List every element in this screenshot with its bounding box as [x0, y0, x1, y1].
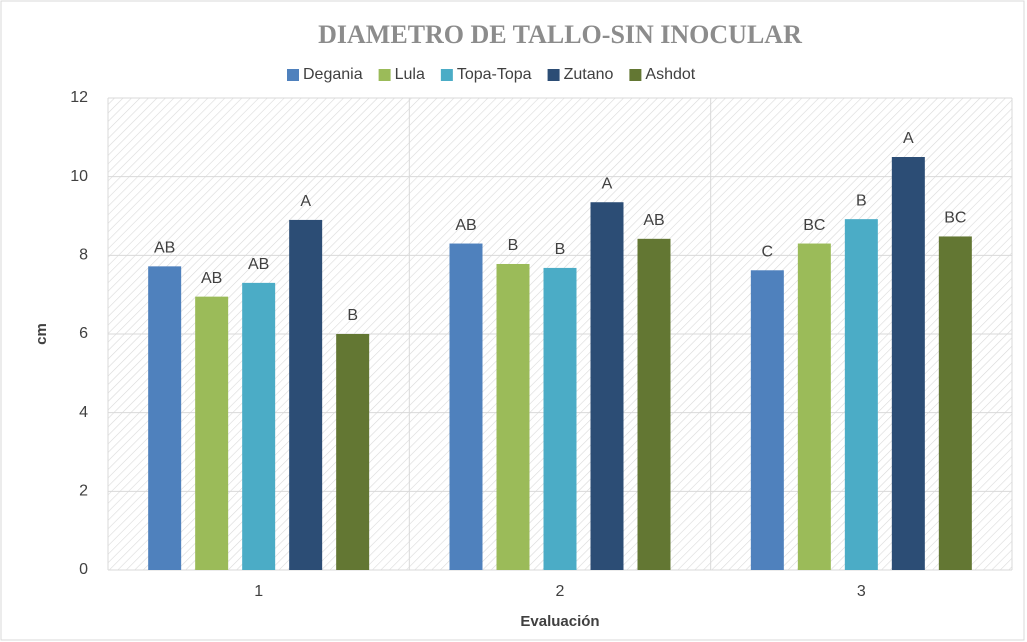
bar: [148, 266, 182, 570]
bar: [242, 282, 276, 570]
bar-letter: A: [903, 130, 914, 147]
bar: [496, 263, 530, 570]
chart-title: DIAMETRO DE TALLO-SIN INOCULAR: [318, 20, 802, 49]
bar-letter: BC: [803, 217, 825, 234]
y-tick-label: 10: [70, 168, 88, 185]
legend-swatch: [547, 69, 560, 81]
bar: [750, 270, 784, 570]
bar-letter: B: [347, 307, 358, 324]
x-tick-label: 2: [556, 583, 565, 600]
bar-letter: AB: [201, 270, 222, 287]
y-tick-label: 2: [79, 483, 88, 500]
bar: [336, 334, 370, 570]
bar: [938, 236, 972, 570]
bar-letter: B: [555, 241, 566, 258]
bar-letter: AB: [455, 217, 476, 234]
y-tick-label: 12: [70, 89, 88, 106]
bar-letter: A: [602, 175, 613, 192]
x-tick-label: 3: [857, 583, 866, 600]
bar-letter: A: [300, 193, 311, 210]
bar-letter: BC: [944, 210, 966, 227]
legend-label: Ashdot: [645, 66, 695, 83]
x-tick-label: 1: [254, 583, 263, 600]
bar: [637, 238, 671, 570]
bar-letter: AB: [154, 240, 175, 257]
bar: [543, 267, 577, 570]
bar-letter: B: [856, 192, 867, 209]
legend-swatch: [629, 69, 642, 81]
legend-label: Lula: [395, 66, 425, 83]
y-tick-label: 8: [79, 247, 88, 264]
x-axis-title: Evaluación: [520, 613, 599, 630]
bar-letter: AB: [248, 256, 269, 273]
bar: [449, 243, 483, 571]
legend-swatch: [440, 69, 453, 81]
legend-swatch: [287, 69, 299, 81]
y-tick-label: 4: [79, 404, 88, 421]
legend-label: Topa-Topa: [457, 66, 532, 83]
bar: [844, 219, 878, 570]
bar-letter: B: [508, 237, 519, 254]
y-axis-title: cm: [33, 323, 50, 345]
bar: [289, 219, 323, 570]
y-tick-label: 0: [79, 561, 88, 578]
bar: [195, 296, 229, 570]
bar: [891, 157, 925, 570]
legend-swatch: [378, 69, 391, 81]
y-tick-label: 6: [79, 325, 88, 342]
bar-letter: C: [762, 243, 774, 260]
bar: [590, 202, 624, 570]
bar-letter: AB: [643, 212, 664, 229]
legend-label: Degania: [303, 66, 363, 83]
legend-label: Zutano: [564, 66, 614, 83]
bar: [797, 243, 831, 571]
